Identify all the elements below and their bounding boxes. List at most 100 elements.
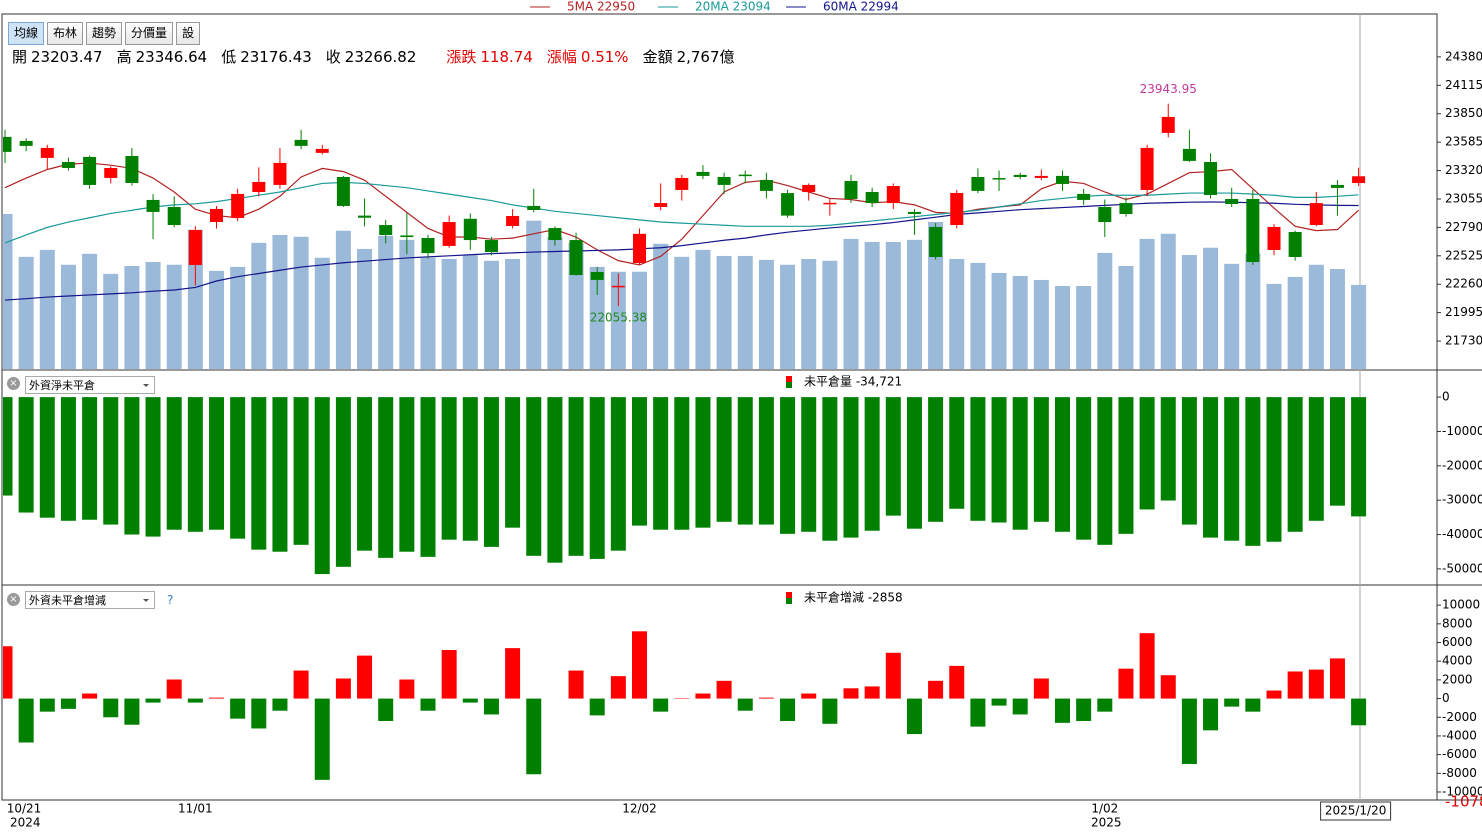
close-icon[interactable]: × — [7, 593, 20, 606]
candle-body — [336, 176, 350, 206]
volume-bar — [462, 255, 478, 369]
bar — [949, 665, 965, 699]
quote-item: 漲跌 118.74 — [446, 46, 533, 67]
bar — [60, 397, 76, 521]
toolbar-button[interactable]: 均線 — [8, 22, 45, 45]
legend-entry: 未平倉量 -34,721 — [804, 374, 902, 389]
volume-bar — [166, 264, 182, 369]
bar — [1118, 668, 1134, 699]
volume-bar — [60, 264, 76, 369]
x-tick-label: 11/01 — [178, 802, 213, 816]
bar — [716, 397, 732, 522]
volume-bar — [483, 260, 499, 369]
quote-item: 金額 2,767億 — [643, 46, 735, 67]
bar — [737, 397, 753, 525]
quote-label: 金額 — [642, 48, 673, 66]
indicator-select[interactable]: 外資未平倉增減 — [25, 591, 155, 609]
y-tick-label: 21995 — [1445, 305, 1482, 319]
candle-body — [400, 235, 414, 238]
quote-label: 開 — [12, 48, 28, 66]
candle-body — [802, 184, 816, 192]
bar — [1118, 397, 1134, 534]
bar — [357, 655, 373, 699]
candle-body — [717, 176, 731, 185]
volume-bar — [991, 272, 1007, 369]
bar — [1055, 698, 1070, 723]
close-icon[interactable]: × — [7, 377, 20, 390]
bar — [568, 397, 584, 556]
bar — [1097, 698, 1113, 712]
y-tick-label: 22260 — [1445, 277, 1482, 291]
ma-line — [4, 162, 1360, 266]
bar-plot — [3, 397, 1367, 575]
bar — [124, 698, 140, 725]
candle-body — [358, 215, 372, 218]
volume-bar — [526, 220, 542, 369]
volume-bar — [1266, 283, 1282, 369]
bar — [462, 397, 478, 541]
bar — [145, 397, 161, 537]
bar — [335, 397, 351, 567]
candle-body — [294, 139, 308, 146]
indicator-select[interactable]: 外資淨未平倉 — [25, 376, 155, 394]
y-tick-label: 23585 — [1445, 135, 1482, 149]
candle-body — [273, 162, 287, 185]
volume-bar — [293, 236, 309, 369]
quote-label: 低 — [221, 48, 237, 66]
cursor-value: -1078 — [1445, 793, 1482, 811]
bar — [314, 397, 330, 575]
toolbar-button[interactable]: 布林 — [47, 22, 84, 45]
bar — [60, 698, 76, 709]
candle-body — [125, 155, 139, 183]
toolbar-button[interactable]: 分價量 — [125, 22, 174, 45]
candle-body — [1013, 174, 1027, 177]
bar — [251, 397, 267, 550]
volume-bar — [314, 257, 330, 369]
candle-body — [463, 218, 477, 241]
volume-bar — [1308, 264, 1324, 369]
bar — [864, 397, 880, 531]
quote-item: 收 23266.82 — [326, 46, 417, 67]
bar — [1224, 397, 1240, 541]
volume-bar — [737, 255, 753, 369]
bar — [1012, 698, 1028, 715]
y-tick-label: 24380 — [1445, 49, 1482, 63]
bar — [187, 397, 203, 532]
y-tick-label: 10000 — [1442, 598, 1480, 612]
bar — [166, 679, 182, 699]
candle-body — [379, 225, 393, 235]
volume-bar — [716, 255, 732, 369]
bar — [441, 649, 457, 699]
bar — [399, 679, 415, 699]
x-tick-label: 1/02 — [1091, 802, 1118, 816]
quote-label: 漲跌 — [446, 48, 477, 66]
volume-bar — [1139, 238, 1155, 369]
quote-item: 低 23176.43 — [221, 46, 312, 67]
bar — [758, 697, 774, 699]
bar — [1012, 397, 1028, 530]
candle-body — [823, 202, 837, 205]
volume-bar — [209, 270, 224, 369]
toolbar-button[interactable]: 設 — [176, 22, 201, 45]
volume-bar — [1245, 253, 1261, 369]
bar — [145, 698, 161, 703]
candle-body — [992, 178, 1006, 180]
bar — [1266, 397, 1282, 542]
toolbar-button[interactable]: 趨勢 — [86, 22, 123, 45]
volume-bar — [1118, 265, 1134, 369]
help-icon[interactable]: ? — [167, 593, 174, 607]
volume-bar — [610, 271, 626, 369]
low-annotation: 22055.38 — [590, 311, 647, 325]
volume-bar — [589, 266, 605, 369]
candle-body — [252, 181, 266, 192]
bar — [251, 698, 267, 729]
bar — [1287, 397, 1303, 532]
candle-body — [1077, 193, 1091, 200]
candle-body — [83, 156, 97, 185]
volume-bar — [1329, 269, 1345, 369]
volume-bar — [3, 214, 13, 369]
volume-bar — [1076, 286, 1092, 369]
volume-bar — [1033, 279, 1049, 369]
volume-bar — [801, 258, 817, 369]
bar — [1055, 397, 1070, 532]
